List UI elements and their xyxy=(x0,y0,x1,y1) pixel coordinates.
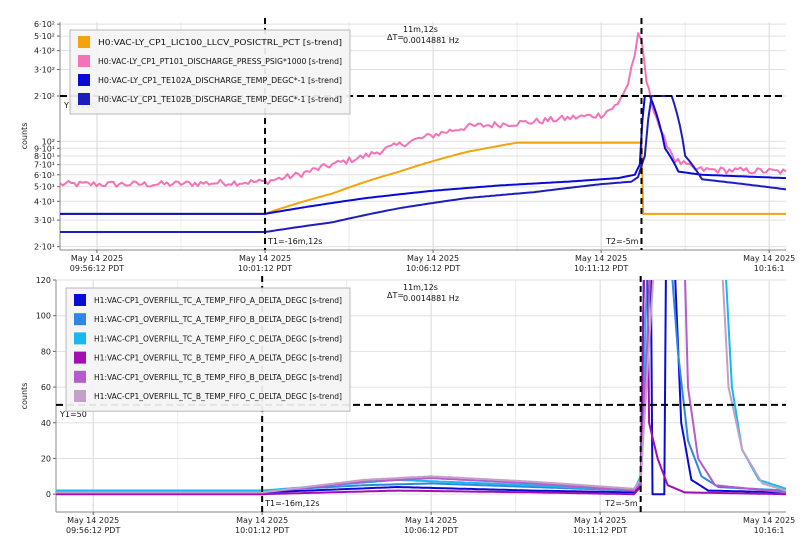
legend-swatch xyxy=(74,351,86,364)
series-group xyxy=(56,280,786,496)
t2-cursor-label: T2=-5m xyxy=(604,499,638,508)
y-tick-label: 2·10² xyxy=(34,92,55,101)
y-tick-label: 2·10¹ xyxy=(34,243,55,252)
legend-swatch xyxy=(78,55,90,67)
y1-cursor-label: Y1=50 xyxy=(59,410,87,419)
x-tick-date: May 14 2025 xyxy=(407,254,459,263)
x-tick-time: 10:16:1 xyxy=(754,526,785,535)
top-chart: 6·10² 5·10² 4·10² 3·10² 2·10² 10²9·10¹8·10¹7·… xyxy=(20,18,795,273)
y-tick-label: 20 xyxy=(41,454,51,463)
y-tick-label: 8·10¹ xyxy=(34,152,55,161)
legend-box xyxy=(69,29,351,115)
t2-cursor-label: T2=-5m xyxy=(605,237,639,246)
x-tick-time: 10:11:12 PDT xyxy=(573,526,627,535)
series-line-2 xyxy=(60,32,786,188)
x-tick-date: May 14 2025 xyxy=(743,254,795,263)
legend-swatch xyxy=(78,74,90,86)
legend-swatch xyxy=(74,294,86,306)
delta-t-value: 11m,12s xyxy=(403,25,438,34)
legend-box xyxy=(65,287,351,412)
y-tick-label: 7·10¹ xyxy=(34,161,55,170)
series-line-3 xyxy=(60,95,786,215)
y-tick-label: 10² xyxy=(42,137,55,146)
legend-entry-label: H1:VAC-CP1_OVERFILL_TC_A_TEMP_FIFO_C_DEL… xyxy=(94,334,342,343)
legend-entry-label: H1:VAC-CP1_OVERFILL_TC_A_TEMP_FIFO_A_DEL… xyxy=(94,296,342,305)
y-tick-label: 9·10¹ xyxy=(34,144,55,153)
y-axis-label: counts xyxy=(20,383,29,410)
y-tick-label: 120 xyxy=(36,276,51,285)
y-tick-label: 3·10² xyxy=(34,65,55,74)
x-tick-time: 10:06:12 PDT xyxy=(404,526,458,535)
series-line-6 xyxy=(56,280,786,494)
y-tick-label: 100 xyxy=(36,312,51,321)
y-tick-label: 4·10¹ xyxy=(34,197,55,206)
y-tick-label: 3·10¹ xyxy=(34,216,55,225)
x-tick-time: 10:16:1 xyxy=(754,264,785,273)
delta-t-label: ΔT= xyxy=(387,33,404,42)
y-tick-label: 60 xyxy=(41,383,51,392)
series-line-3 xyxy=(56,280,786,492)
delta-t-frequency: 0.0014881 Hz xyxy=(403,294,459,303)
legend-entry-label: H0:VAC-LY_CP1_LIC100_LLCV_POSICTRL_PCT [… xyxy=(98,38,342,47)
x-tick-time: 09:56:12 PDT xyxy=(66,526,120,535)
delta-t-value: 11m,12s xyxy=(403,283,438,292)
delta-t-frequency: 0.0014881 Hz xyxy=(403,36,459,45)
x-tick-date: May 14 2025 xyxy=(71,254,123,263)
legend-entry-label: H1:VAC-CP1_OVERFILL_TC_B_TEMP_FIFO_C_DEL… xyxy=(94,392,342,401)
legend-entry-label: H1:VAC-CP1_OVERFILL_TC_B_TEMP_FIFO_A_DEL… xyxy=(94,354,342,363)
y-tick-label: 0 xyxy=(46,490,51,499)
legend-swatch xyxy=(74,332,86,345)
x-tick-date: May 14 2025 xyxy=(67,516,119,525)
t1-cursor-label: T1=-16m,12s xyxy=(267,237,322,246)
y-tick-label: 40 xyxy=(41,419,51,428)
y-tick-label: 5·10¹ xyxy=(34,183,55,192)
legend-entry-label: H0:VAC-LY_CP1_TE102B_DISCHARGE_TEMP_DEGC… xyxy=(98,95,342,104)
legend-swatch xyxy=(78,36,90,48)
y-axis-label: counts xyxy=(20,123,29,150)
y-tick-label: 6·10¹ xyxy=(34,171,55,180)
x-tick-date: May 14 2025 xyxy=(575,254,627,263)
legend-swatch xyxy=(74,390,86,402)
legend-swatch xyxy=(78,93,90,105)
legend-entry-label: H1:VAC-CP1_OVERFILL_TC_B_TEMP_FIFO_B_DEL… xyxy=(94,373,342,382)
y-tick-label: 4·10² xyxy=(34,47,55,56)
legend-swatch xyxy=(74,370,86,383)
y-tick-label: 80 xyxy=(41,347,51,356)
y-tick-label: 6·10² xyxy=(34,20,55,29)
legend-entry-label: H1:VAC-CP1_OVERFILL_TC_A_TEMP_FIFO_B_DEL… xyxy=(94,315,342,324)
x-tick-date: May 14 2025 xyxy=(574,516,626,525)
legend-entry-label: H0:VAC-LY_CP1_PT101_DISCHARGE_PRESS_PSIG… xyxy=(98,57,342,66)
x-tick-time: 10:01:12 PDT xyxy=(238,264,292,273)
x-tick-time: 10:11:12 PDT xyxy=(574,264,628,273)
legend-entry-label: H0:VAC-LY_CP1_TE102A_DISCHARGE_TEMP_DEGC… xyxy=(98,76,342,85)
legend-swatch xyxy=(74,313,86,326)
x-tick-date: May 14 2025 xyxy=(405,516,457,525)
series-line-4 xyxy=(56,280,786,496)
x-tick-time: 10:01:12 PDT xyxy=(235,526,289,535)
delta-t-label: ΔT= xyxy=(387,291,404,300)
x-tick-date: May 14 2025 xyxy=(236,516,288,525)
x-tick-time: 09:56:12 PDT xyxy=(70,264,124,273)
x-tick-date: May 14 2025 xyxy=(239,254,291,263)
t1-cursor-label: T1=-16m,12s xyxy=(264,499,319,508)
x-tick-date: May 14 2025 xyxy=(743,516,795,525)
y-tick-label: 5·10² xyxy=(34,32,55,41)
x-tick-time: 10:06:12 PDT xyxy=(406,264,460,273)
